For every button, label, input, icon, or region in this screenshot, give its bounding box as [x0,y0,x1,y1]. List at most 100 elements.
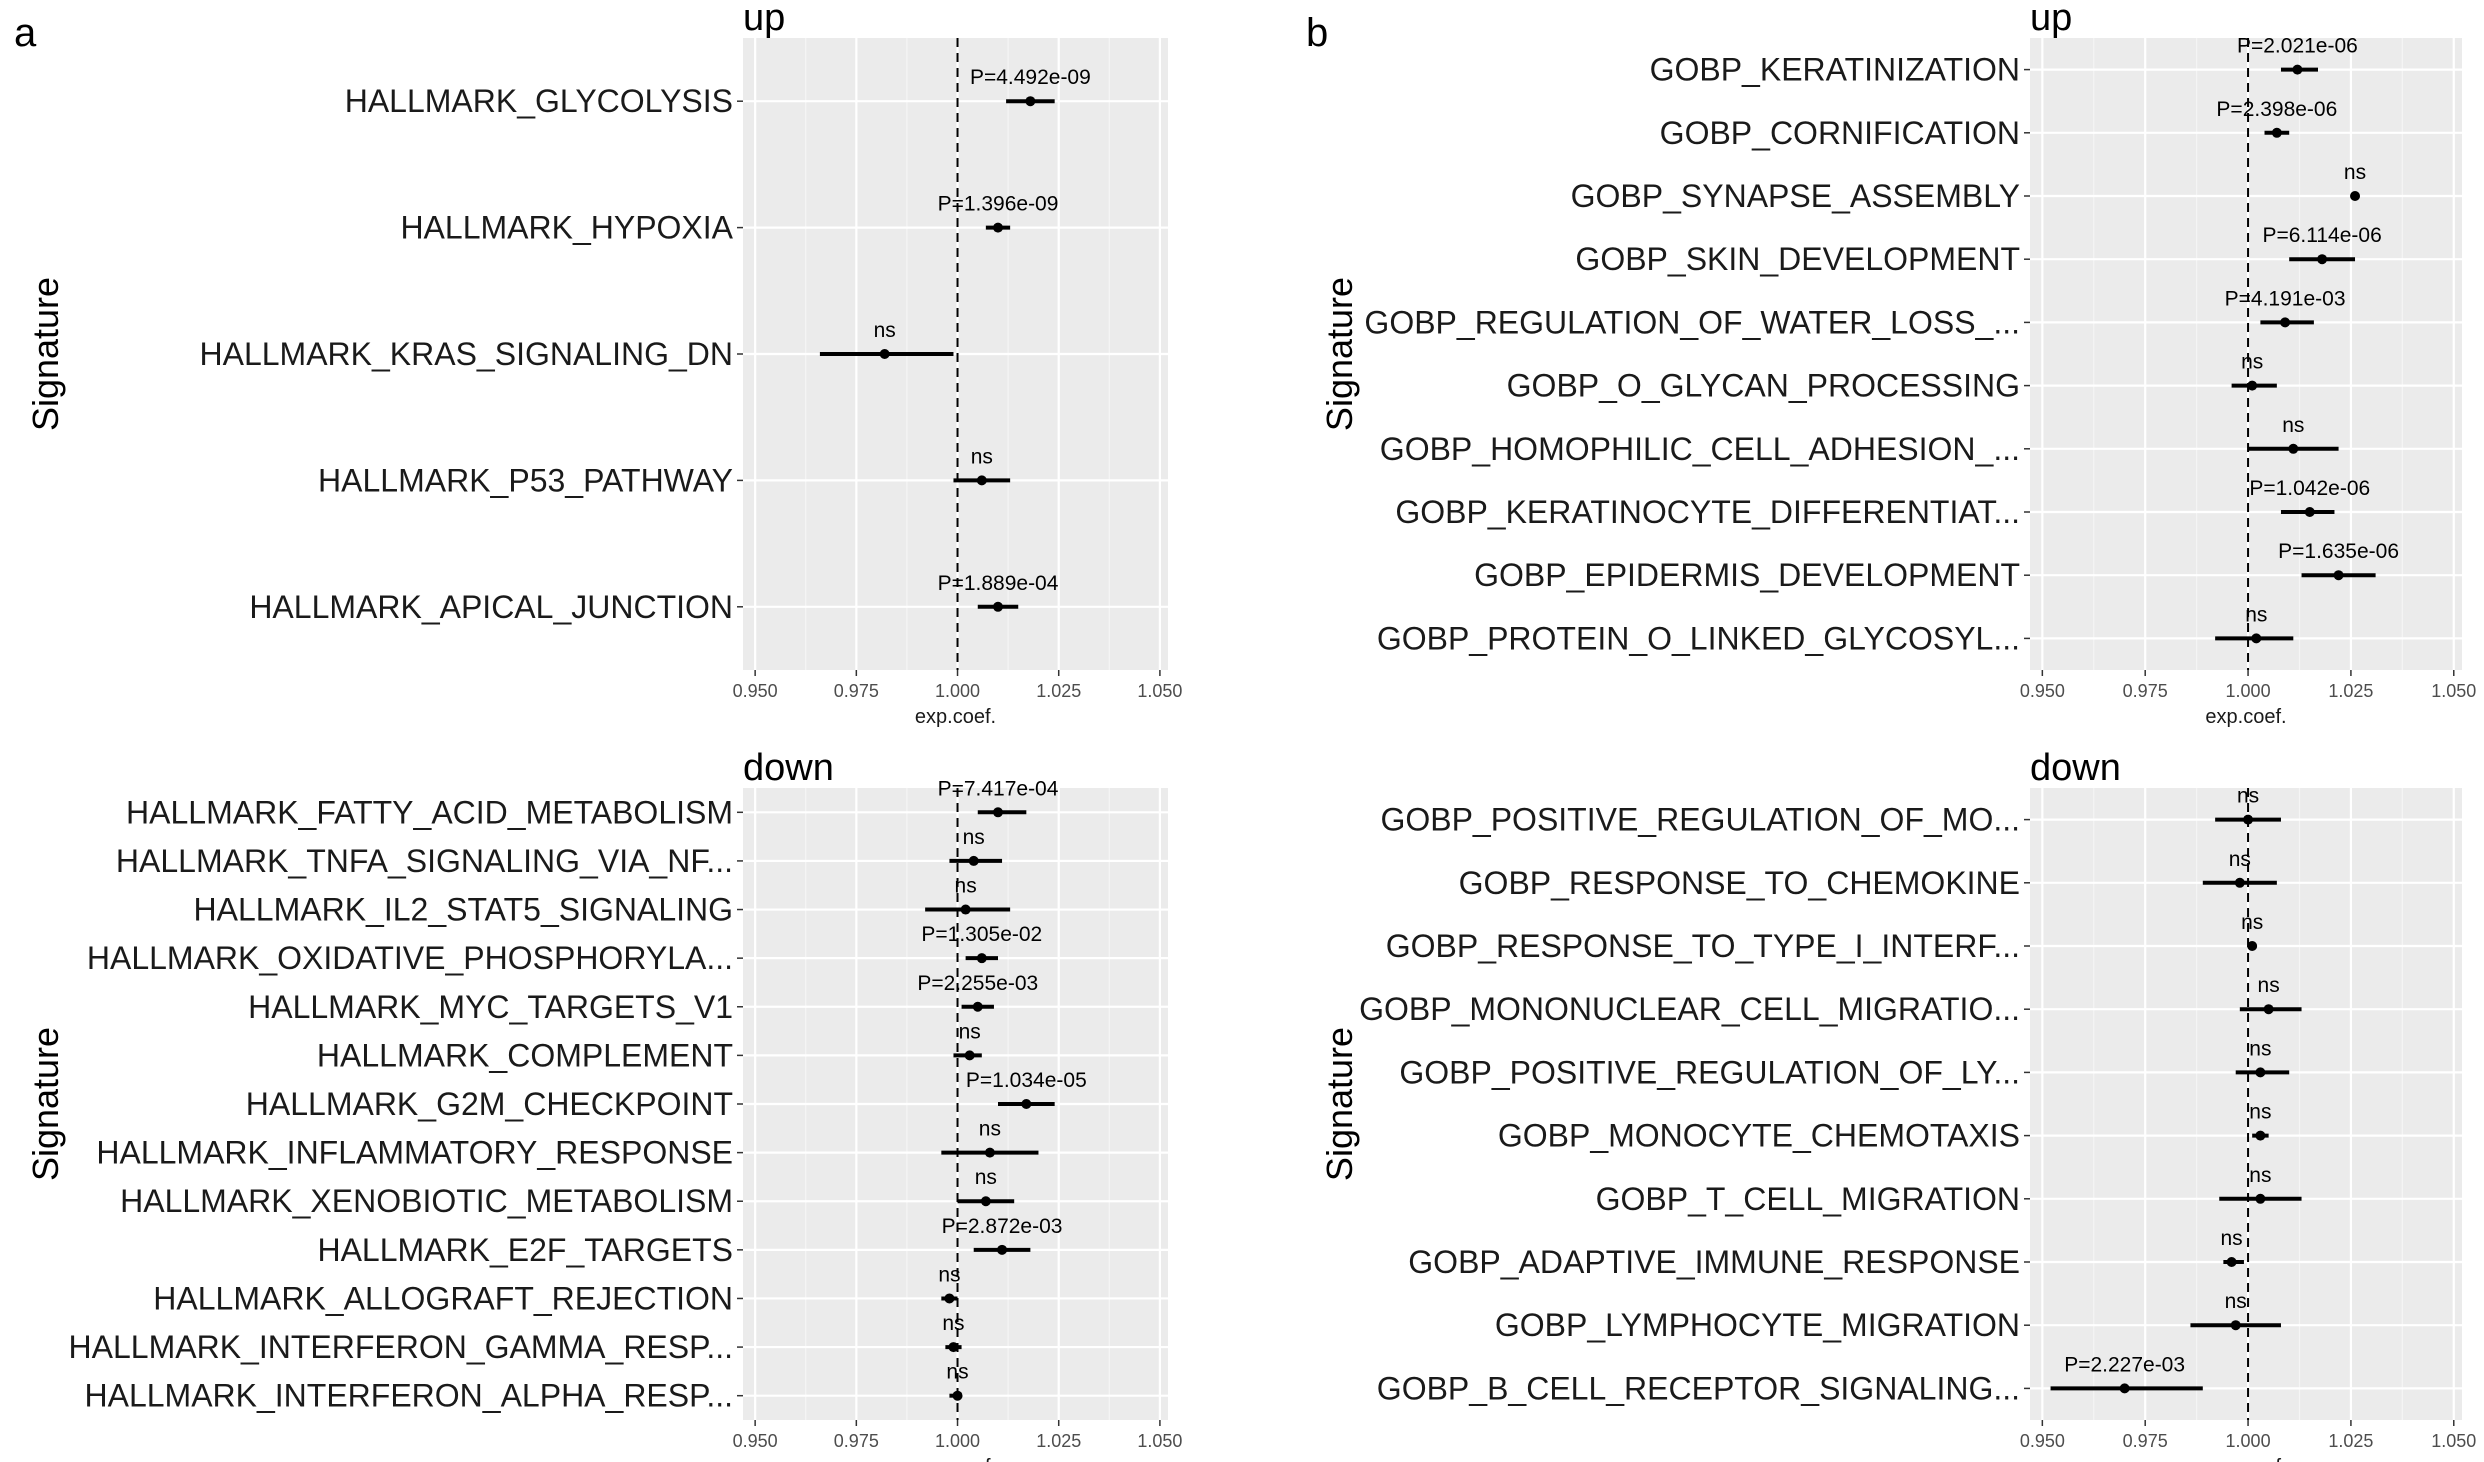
x-tick-label: 1.025 [2328,681,2373,701]
panel-subtitle: up [743,0,785,39]
estimate-point [2255,1130,2266,1141]
signature-label: GOBP_B_CELL_RECEPTOR_SIGNALING... [1377,1370,2020,1406]
p-value-label: ns [975,1166,997,1189]
p-value-label: P=1.396e-09 [938,193,1059,216]
signature-label: GOBP_PROTEIN_O_LINKED_GLYCOSYL... [1377,620,2020,656]
signature-label: GOBP_SYNAPSE_ASSEMBLY [1571,178,2020,214]
x-tick-label: 1.000 [935,681,980,701]
signature-label: GOBP_SKIN_DEVELOPMENT [1575,241,2020,277]
y-axis-label: Signature [25,1027,66,1181]
panel-letter-a: a [14,11,37,55]
estimate-point [2226,1257,2237,1267]
p-value-label: P=2.398e-06 [2216,98,2337,121]
x-tick-label: 1.000 [2226,1431,2271,1451]
signature-label: GOBP_O_GLYCAN_PROCESSING [1507,368,2020,404]
signature-label: HALLMARK_FATTY_ACID_METABOLISM [126,794,733,830]
estimate-point [2271,127,2282,138]
estimate-point [944,1293,955,1304]
estimate-point [2304,507,2315,517]
p-value-label: ns [959,1020,981,1043]
signature-label: HALLMARK_OXIDATIVE_PHOSPHORYLA... [87,940,733,976]
x-axis-label: exp.coef. [915,706,996,728]
p-value-label: ns [2249,1101,2271,1124]
estimate-point [960,904,971,915]
x-tick-label: 0.950 [733,681,778,701]
p-value-label: ns [2221,1227,2243,1250]
signature-label: GOBP_POSITIVE_REGULATION_OF_LY... [1399,1054,2020,1090]
forest-panel-a-up: 0.950 0.975 1.000 1.025 1.050 HALLMARK_GLYCOL… [25,0,1182,728]
y-axis-label: Signature [1319,277,1360,431]
p-value-label: ns [2258,974,2280,997]
panel-letter-b: b [1306,11,1328,55]
p-value-label: ns [946,1361,968,1384]
estimate-point [997,1244,1008,1255]
estimate-point [948,1342,959,1353]
p-value-label: ns [2249,1037,2271,1060]
p-value-label: P=4.191e-03 [2225,287,2346,310]
p-value-label: ns [2241,911,2263,934]
x-tick-label: 0.950 [2020,1431,2065,1451]
estimate-point [964,1050,975,1061]
p-value-label: P=1.042e-06 [2249,477,2370,500]
estimate-point [968,855,979,866]
p-value-label: ns [2344,161,2366,184]
estimate-point [984,1147,995,1158]
signature-label: GOBP_KERATINOCYTE_DIFFERENTIAT... [1395,494,2020,530]
estimate-point [993,222,1003,233]
p-value-label: P=4.492e-09 [970,66,1091,89]
signature-label: GOBP_CORNIFICATION [1660,115,2020,151]
signature-label: HALLMARK_KRAS_SIGNALING_DN [199,336,733,372]
estimate-point [993,601,1003,612]
x-tick-label: 0.950 [733,1431,778,1451]
p-value-label: ns [955,875,977,898]
estimate-point [2247,380,2258,391]
forest-panel-b-down: 0.950 0.975 1.000 1.025 1.050 GOBP_POSITIVE_R… [1319,747,2476,1462]
signature-label: GOBP_REGULATION_OF_WATER_LOSS_... [1364,304,2020,340]
signature-label: HALLMARK_G2M_CHECKPOINT [246,1086,733,1122]
signature-label: GOBP_RESPONSE_TO_CHEMOKINE [1459,865,2020,901]
p-value-label: ns [2282,414,2304,437]
p-value-label: P=2.872e-03 [942,1215,1063,1238]
panel-subtitle: up [2030,0,2072,39]
x-tick-label: 1.000 [2226,681,2271,701]
x-axis-label: exp.coef. [2205,1456,2286,1462]
x-tick-label: 1.050 [1137,681,1182,701]
p-value-label: ns [971,445,993,468]
p-value-label: P=2.227e-03 [2064,1353,2185,1376]
estimate-point [952,1390,963,1401]
estimate-point [976,953,987,964]
p-value-label: P=6.114e-06 [2262,224,2381,247]
forest-panel-b-up: 0.950 0.975 1.000 1.025 1.050 GOBP_KERATINIZA… [1319,0,2476,728]
estimate-point [879,349,890,359]
x-tick-label: 0.950 [2020,681,2065,701]
x-tick-label: 1.050 [2431,681,2476,701]
signature-label: HALLMARK_E2F_TARGETS [317,1232,733,1268]
forest-panel-a-down: 0.950 0.975 1.000 1.025 1.050 HALLMARK_FATTY_… [25,747,1182,1462]
p-value-label: ns [2225,1290,2247,1313]
plot-background [2030,38,2462,670]
estimate-point [2230,1320,2241,1331]
p-value-label: P=2.021e-06 [2237,35,2358,58]
x-tick-label: 1.025 [1036,1431,1081,1451]
p-value-label: ns [979,1118,1001,1141]
x-axis-label: exp.coef. [915,1456,996,1462]
estimate-point [2288,443,2299,454]
signature-label: HALLMARK_INTERFERON_ALPHA_RESP... [84,1378,733,1414]
signature-label: HALLMARK_MYC_TARGETS_V1 [248,989,733,1025]
p-value-label: ns [2245,603,2267,626]
estimate-point [972,1001,983,1012]
signature-label: HALLMARK_IL2_STAT5_SIGNALING [194,892,733,928]
signature-label: HALLMARK_APICAL_JUNCTION [249,589,733,625]
p-value-label: ns [938,1263,960,1286]
estimate-point [2292,64,2303,75]
signature-label: HALLMARK_P53_PATHWAY [318,462,733,498]
plot-background [2030,788,2462,1420]
p-value-label: ns [874,319,896,342]
signature-label: GOBP_KERATINIZATION [1650,52,2020,88]
panel-subtitle: down [2030,747,2121,789]
estimate-point [993,807,1003,818]
estimate-point [2280,317,2291,328]
estimate-point [2251,633,2262,644]
p-value-label: ns [2229,848,2251,871]
